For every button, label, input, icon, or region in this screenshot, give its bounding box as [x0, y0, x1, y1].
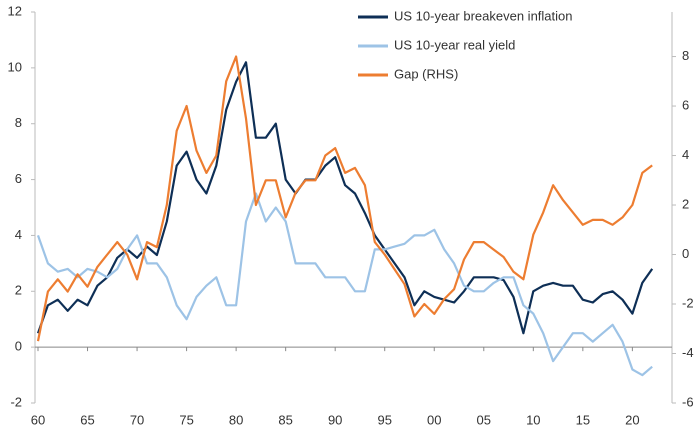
legend-label: US 10-year real yield: [394, 37, 515, 52]
y-tick-label: 0: [15, 339, 22, 354]
y-tick-label: 10: [8, 59, 22, 74]
legend-label: Gap (RHS): [394, 66, 458, 81]
y2-tick-label: 8: [682, 48, 689, 63]
x-tick-label: 20: [625, 412, 639, 427]
x-tick-label: 90: [328, 412, 342, 427]
y2-tick-label: 6: [682, 97, 689, 112]
x-tick-label: 95: [377, 412, 391, 427]
x-tick-label: 70: [130, 412, 144, 427]
y-tick-label: 2: [15, 283, 22, 298]
y2-tick-label: 0: [682, 246, 689, 261]
x-tick-label: 85: [278, 412, 292, 427]
legend-label: US 10-year breakeven inflation: [394, 8, 573, 23]
x-tick-label: 75: [179, 412, 193, 427]
y-tick-label: -2: [10, 394, 22, 409]
y2-tick-label: -6: [682, 394, 694, 409]
x-tick-label: 15: [576, 412, 590, 427]
x-tick-label: 05: [477, 412, 491, 427]
x-tick-label: 60: [31, 412, 45, 427]
x-tick-label: 65: [80, 412, 94, 427]
y-tick-label: 12: [8, 3, 22, 18]
x-tick-label: 10: [526, 412, 540, 427]
series-line: [36, 61, 654, 335]
y2-tick-label: 2: [682, 196, 689, 211]
series-line: [36, 192, 653, 377]
y-tick-label: 6: [15, 171, 22, 186]
y2-tick-label: 4: [682, 147, 689, 162]
x-tick-label: 80: [229, 412, 243, 427]
y-tick-label: 8: [15, 115, 22, 130]
y2-tick-label: -2: [682, 295, 694, 310]
series-line: [36, 55, 653, 342]
x-tick-label: 00: [427, 412, 441, 427]
y2-tick-label: -4: [682, 345, 694, 360]
y-tick-label: 4: [15, 227, 22, 242]
